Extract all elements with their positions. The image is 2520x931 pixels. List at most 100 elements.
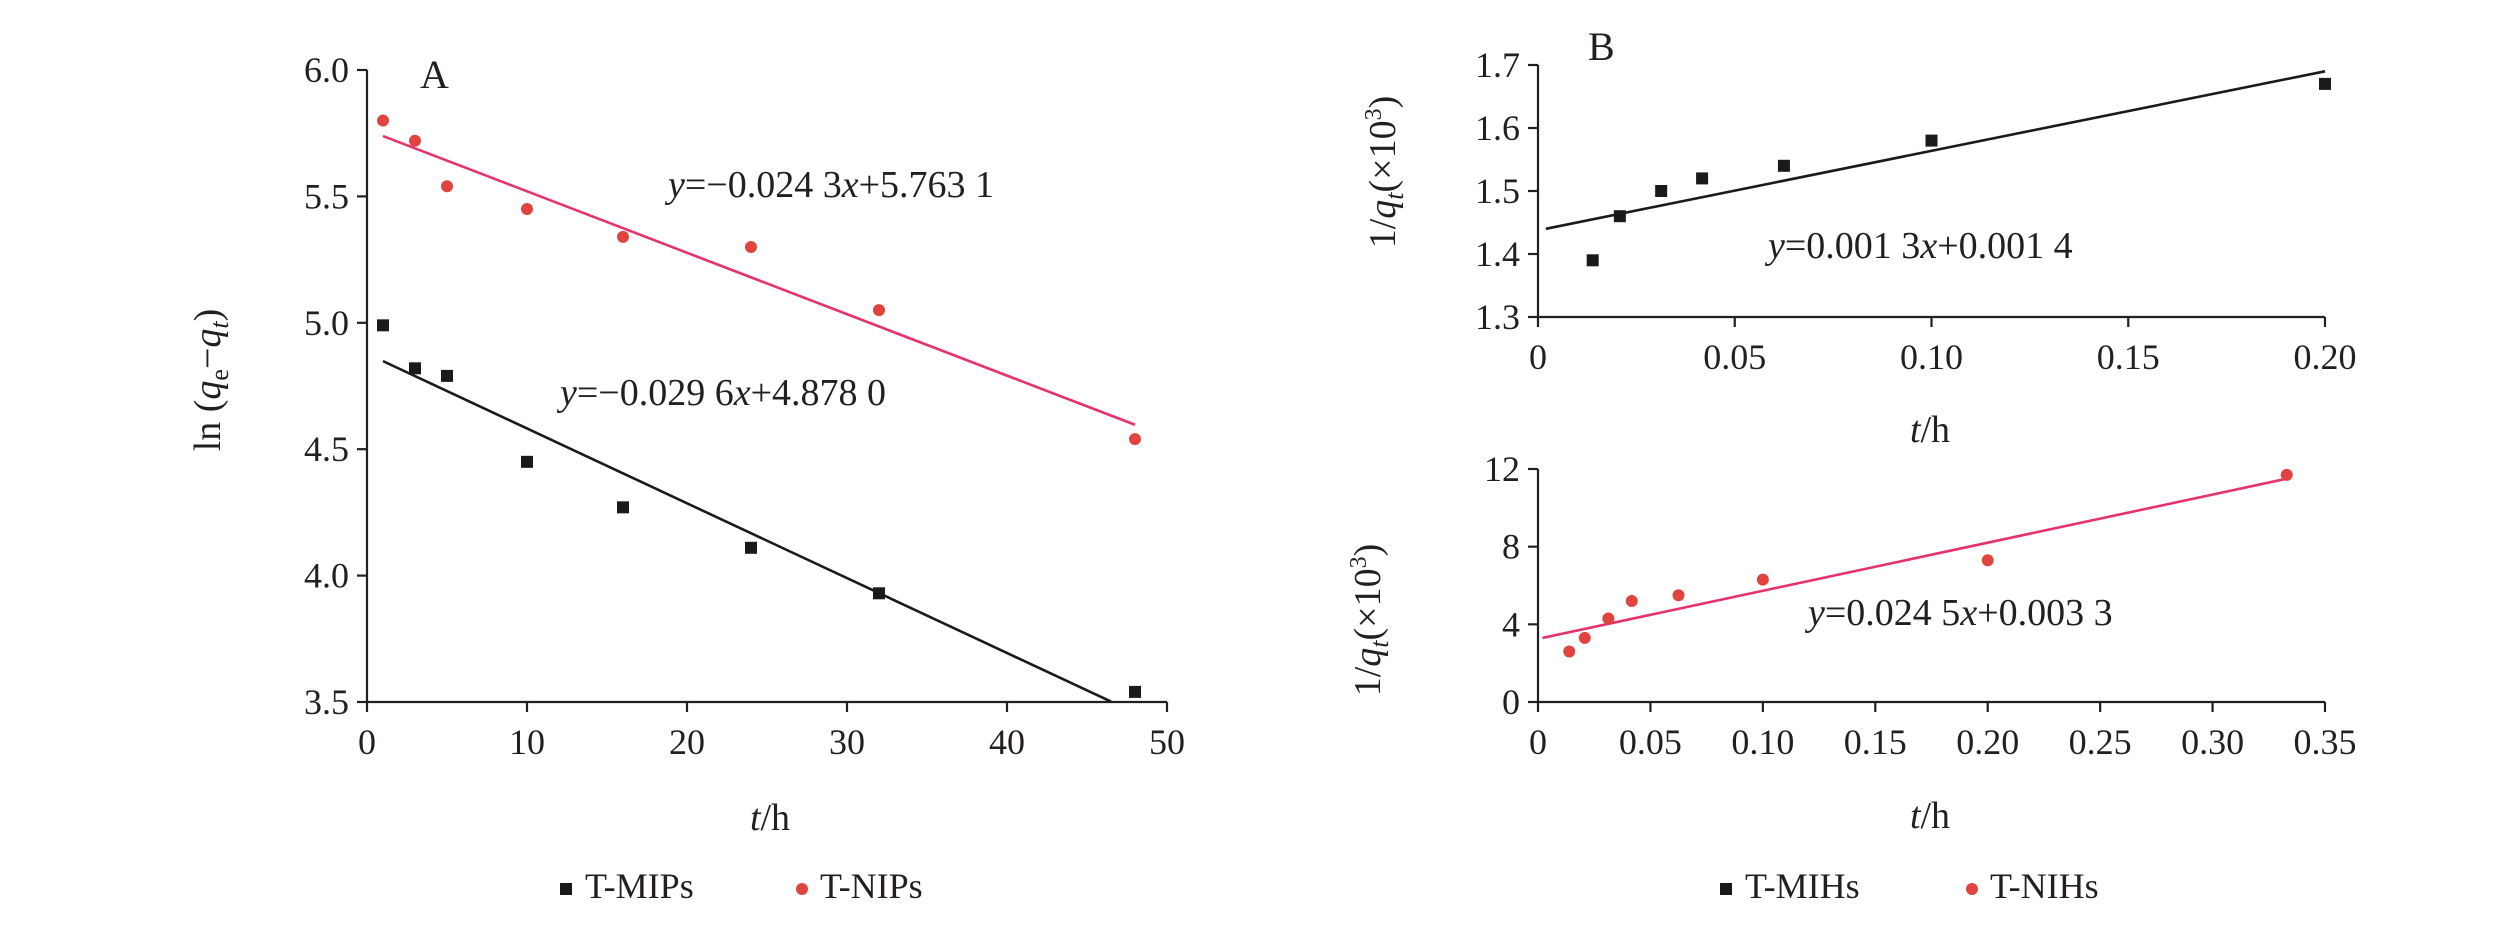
data-point-t-mihs <box>1613 210 1626 223</box>
panel-a-ylabel: ln (qe−qt) <box>187 309 234 452</box>
data-point-t-mihs <box>1777 159 1790 172</box>
y-tick-label: 1.5 <box>1475 171 1520 211</box>
data-point-t-nihs <box>1578 631 1591 644</box>
y-tick-label: 4 <box>1502 604 1520 644</box>
x-tick-label: 0 <box>358 722 376 762</box>
panel-b-bottom: 0 0.05 0.10 0.15 0.20 0.25 0.30 0.35 0 4 8 12 1/qt(… <box>1346 449 2357 906</box>
panel-b-legend: T-MIHs T-NIHs <box>1720 866 2099 906</box>
x-tick-label: 0 <box>1529 722 1547 762</box>
panel-b-bottom-ylabel: 1/qt(×103) <box>1346 544 1394 697</box>
panel-a-xlabel: t/h <box>750 797 790 839</box>
legend-marker-t-nihs <box>1966 883 1978 895</box>
data-point-t-mips <box>521 455 533 468</box>
x-tick-label: 0.30 <box>2181 722 2244 762</box>
legend-marker-t-mips <box>560 883 572 895</box>
panel-b-top-ylabel: 1/qt(×103) <box>1361 96 1409 249</box>
x-tick-label: 20 <box>669 722 705 762</box>
y-tick-label: 12 <box>1484 449 1520 489</box>
data-point-t-nihs <box>1602 612 1615 625</box>
panel-b-bottom-xlabel: t/h <box>1910 795 1950 837</box>
y-tick-label: 1.7 <box>1475 45 1520 85</box>
y-tick-label: 1.4 <box>1475 234 1520 274</box>
panel-b-top-equation: y=0.001 3x+0.001 4 <box>1764 225 2073 267</box>
legend-label-t-mihs: T-MIHs <box>1745 866 1860 906</box>
data-point-t-nihs <box>1625 595 1638 608</box>
legend-marker-t-mihs <box>1720 883 1732 895</box>
x-tick-label: 0.15 <box>2097 337 2160 377</box>
panel-a-label: A <box>420 52 449 97</box>
data-point-t-nihs <box>1756 573 1769 586</box>
x-tick-label: 0.20 <box>2294 337 2357 377</box>
panel-b-bottom-marks <box>1542 468 2293 658</box>
data-point-t-nips <box>617 230 629 243</box>
x-tick-label: 0.05 <box>1703 337 1766 377</box>
fit-line-t-nips <box>382 134 1136 426</box>
x-tick-label: 0.10 <box>1900 337 1963 377</box>
fit-line-t-mihs <box>1545 70 2326 231</box>
y-tick-label: 8 <box>1502 527 1520 567</box>
x-tick-label: 40 <box>989 722 1025 762</box>
y-tick-label: 1.6 <box>1475 108 1520 148</box>
panel-b-bottom-axes: 0 0.05 0.10 0.15 0.20 0.25 0.30 0.35 0 4 8 12 <box>1484 449 2357 762</box>
y-tick-label: 0 <box>1502 682 1520 722</box>
x-tick-label: 10 <box>509 722 545 762</box>
data-point-t-nips <box>1129 433 1141 446</box>
y-tick-label: 4.0 <box>304 556 349 596</box>
fit-line-t-mips <box>382 359 1112 703</box>
x-tick-label: 50 <box>1149 722 1185 762</box>
x-tick-label: 0.20 <box>1956 722 2019 762</box>
panel-a-legend: T-MIPs T-NIPs <box>560 866 923 906</box>
data-point-t-mihs <box>1696 172 1709 185</box>
fit-line-t-nihs <box>1542 477 2288 640</box>
data-point-t-nihs <box>1672 589 1685 602</box>
y-tick-label: 5.0 <box>304 303 349 343</box>
y-tick-label: 6.0 <box>304 50 349 90</box>
x-tick-label: 0.10 <box>1731 722 1794 762</box>
panel-b-top: B 0 0.05 0.10 0.15 0.20 1.3 1.4 1.5 1.6 1.7 1/qt(… <box>1361 24 2357 451</box>
panel-b-top-xlabel: t/h <box>1910 409 1950 451</box>
y-tick-label: 1.3 <box>1475 297 1520 337</box>
y-tick-label: 3.5 <box>304 682 349 722</box>
legend-label-t-nihs: T-NIHs <box>1990 866 2099 906</box>
data-point-t-mihs <box>1925 134 1938 147</box>
data-point-t-mihs <box>2319 77 2331 90</box>
panel-b-label: B <box>1588 24 1615 69</box>
panel-a-marks <box>377 114 1141 703</box>
data-point-t-nips <box>873 304 885 317</box>
x-tick-label: 0 <box>1529 337 1547 377</box>
data-point-t-mips <box>377 319 389 332</box>
data-point-t-nihs <box>1981 554 1994 567</box>
data-point-t-nips <box>745 240 757 253</box>
data-point-t-nihs <box>2280 468 2293 481</box>
data-point-t-mips <box>441 369 453 382</box>
x-tick-label: 0.25 <box>2069 722 2132 762</box>
data-point-t-mihs <box>1586 254 1599 267</box>
data-point-t-mips <box>745 541 757 554</box>
panel-a: A 0 10 20 30 40 50 3.5 4.0 4.5 5.0 5.5 6.0 ln (qe−q… <box>187 50 1185 906</box>
legend-label-t-nips: T-NIPs <box>820 866 923 906</box>
x-tick-label: 30 <box>829 722 865 762</box>
data-point-t-mihs <box>1655 185 1668 197</box>
panel-b-top-axes: 0 0.05 0.10 0.15 0.20 1.3 1.4 1.5 1.6 1.7 <box>1475 45 2357 377</box>
panel-a-axes: 0 10 20 30 40 50 3.5 4.0 4.5 5.0 5.5 6.0 <box>304 50 1185 762</box>
data-point-t-mips <box>1129 685 1141 698</box>
data-point-t-nips <box>377 114 389 127</box>
data-point-t-nips <box>441 180 453 193</box>
data-point-t-nihs <box>1563 645 1576 658</box>
panel-a-equation-nips: y=−0.024 3x+5.763 1 <box>664 164 994 206</box>
x-tick-label: 0.15 <box>1844 722 1907 762</box>
data-point-t-nips <box>409 134 421 147</box>
data-point-t-mips <box>409 362 421 375</box>
data-point-t-mips <box>873 587 885 600</box>
data-point-t-mips <box>617 501 629 514</box>
data-point-t-nips <box>521 203 533 216</box>
x-tick-label: 0.05 <box>1619 722 1682 762</box>
panel-a-equation-mips: y=−0.029 6x+4.878 0 <box>556 372 886 414</box>
panel-b-top-marks <box>1545 70 2331 267</box>
legend-marker-t-nips <box>796 883 808 895</box>
y-tick-label: 4.5 <box>304 429 349 469</box>
x-tick-label: 0.35 <box>2294 722 2357 762</box>
y-tick-label: 5.5 <box>304 176 349 216</box>
legend-label-t-mips: T-MIPs <box>585 866 694 906</box>
